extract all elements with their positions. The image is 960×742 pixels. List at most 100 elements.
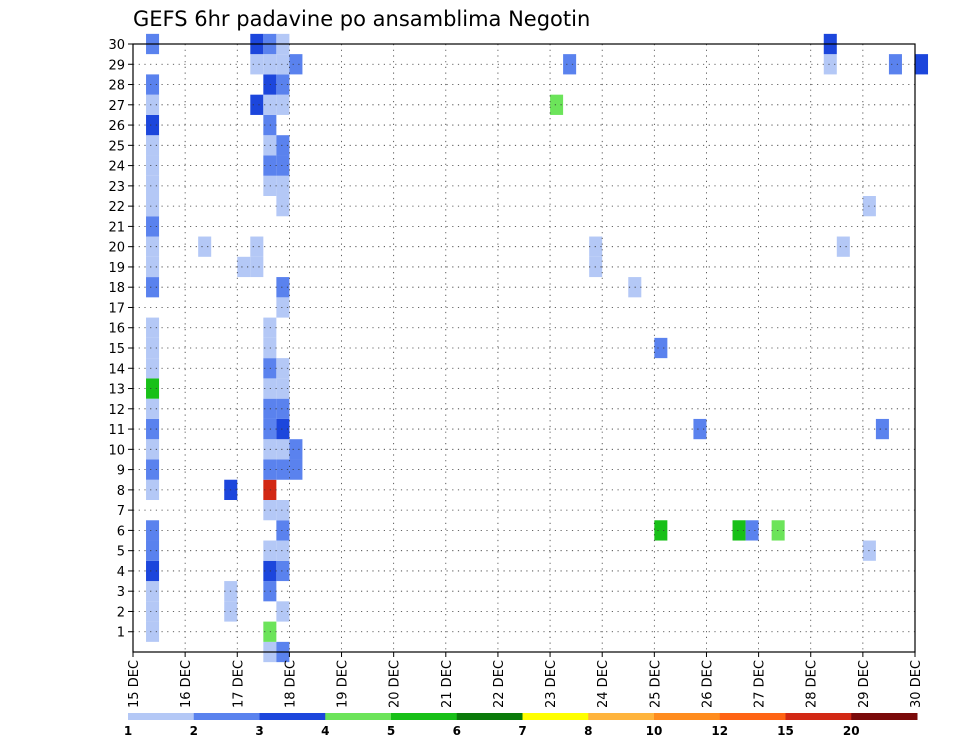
heatmap-cell: [289, 459, 303, 480]
heatmap-cell: [146, 479, 160, 500]
colorbar-label: 5: [387, 724, 395, 738]
colorbar-swatch: [785, 713, 852, 720]
x-tick-label: 16 DEC: [179, 660, 194, 708]
y-tick-label: 19: [108, 261, 125, 276]
y-tick-label: 5: [117, 545, 125, 560]
heatmap-cell: [146, 560, 160, 582]
x-tick-label: 30 DEC: [909, 660, 924, 708]
colorbar-label: 7: [518, 724, 526, 738]
colorbar-legend: 1 2 3 4 5 6 7 8 10 12 15 20: [124, 713, 918, 738]
x-tick-label: 28 DEC: [805, 660, 820, 708]
heatmap-cell: [146, 216, 160, 237]
x-axis-ticks: 15 DEC 16 DEC 17 DEC 18 DEC 19 DEC 20 DEC 21 D…: [127, 652, 924, 708]
colorbar-swatch: [588, 713, 655, 720]
heatmap-cell: [693, 418, 707, 440]
heatmap-cell: [237, 256, 251, 278]
y-tick-label: 15: [108, 342, 125, 357]
heatmap-cell: [276, 540, 290, 561]
y-tick-label: 2: [117, 605, 125, 620]
heatmap-cell: [146, 155, 160, 176]
heatmap-cell: [276, 601, 290, 622]
y-tick-label: 10: [108, 443, 125, 458]
colorbar-label: 6: [453, 724, 461, 738]
heatmap-cell: [146, 236, 160, 257]
y-tick-label: 3: [117, 585, 125, 600]
heatmap-cell: [276, 560, 290, 582]
heatmap-cell: [146, 317, 160, 338]
heatmap-cell: [146, 358, 160, 379]
heatmap-cell: [146, 520, 160, 541]
heatmap-cell: [276, 135, 290, 156]
heatmap-cell: [276, 459, 290, 480]
heatmap-cell: [745, 520, 759, 541]
y-tick-label: 14: [108, 362, 125, 377]
heatmap-cell: [654, 337, 668, 359]
colorbar-swatch: [325, 713, 392, 720]
heatmap-cell: [276, 378, 290, 399]
y-tick-label: 13: [108, 383, 125, 398]
heatmap-cell: [146, 256, 160, 278]
heatmap-cell: [146, 135, 160, 156]
heatmap-cell: [289, 439, 303, 460]
x-tick-label: 21 DEC: [440, 660, 455, 708]
heatmap-cell: [146, 196, 160, 217]
heatmap-cell: [276, 520, 290, 541]
heatmap-cell: [146, 114, 160, 136]
colorbar-label: 12: [711, 724, 728, 738]
colorbar-swatch: [522, 713, 589, 720]
heatmap-cell: [276, 439, 290, 460]
heatmap-cell: [276, 196, 290, 217]
heatmap-cell: [550, 94, 564, 115]
y-tick-label: 17: [108, 301, 125, 316]
heatmap-cell: [146, 601, 160, 622]
heatmap-cell: [276, 175, 290, 196]
heatmap-cell: [654, 520, 668, 541]
x-tick-label: 20 DEC: [388, 660, 403, 708]
y-tick-label: 21: [108, 220, 125, 235]
heatmap-cell: [836, 236, 850, 257]
y-tick-label: 18: [108, 281, 125, 296]
colorbar-swatch: [654, 713, 721, 720]
heatmap-cell: [146, 94, 160, 115]
heatmap-cell: [250, 236, 264, 257]
y-tick-label: 23: [108, 180, 125, 195]
heatmap-cell: [146, 459, 160, 480]
y-tick-label: 12: [108, 403, 125, 418]
heatmap-cell: [276, 54, 290, 75]
heatmap-cell: [146, 418, 160, 440]
x-tick-label: 19 DEC: [336, 660, 351, 708]
y-tick-label: 1: [117, 626, 125, 641]
x-tick-label: 27 DEC: [753, 660, 768, 708]
x-tick-label: 29 DEC: [857, 660, 872, 708]
heatmap-cell: [146, 540, 160, 561]
x-tick-label: 23 DEC: [544, 660, 559, 708]
heatmap-cell: [198, 236, 212, 257]
y-tick-label: 20: [108, 241, 125, 256]
heatmap-cell: [888, 54, 902, 75]
heatmap-cell: [146, 175, 160, 196]
y-tick-label: 27: [108, 99, 125, 114]
heatmap-cell: [276, 94, 290, 115]
y-tick-label: 11: [108, 423, 125, 438]
heatmap-cell: [276, 418, 290, 440]
heatmap-cell: [276, 155, 290, 176]
heatmap-cells: [146, 33, 929, 663]
y-tick-label: 16: [108, 322, 125, 337]
colorbar-swatch: [719, 713, 786, 720]
colorbar-swatch: [851, 713, 918, 720]
y-tick-label: 25: [108, 139, 125, 154]
heatmap-cell: [875, 418, 889, 440]
heatmap-cell: [276, 277, 290, 298]
colorbar-label: 3: [255, 724, 263, 738]
heatmap-cell: [915, 54, 929, 75]
heatmap-cell: [276, 297, 290, 318]
y-tick-label: 6: [117, 524, 125, 539]
colorbar-label: 15: [777, 724, 794, 738]
x-tick-label: 24 DEC: [596, 660, 611, 708]
heatmap-cell: [276, 500, 290, 521]
grid-lines: [133, 44, 915, 652]
x-tick-label: 26 DEC: [700, 660, 715, 708]
y-axis-ticks: 1234567891011121314151617181920212223242…: [108, 38, 133, 641]
y-tick-label: 9: [117, 464, 125, 479]
heatmap-cell: [250, 256, 264, 278]
